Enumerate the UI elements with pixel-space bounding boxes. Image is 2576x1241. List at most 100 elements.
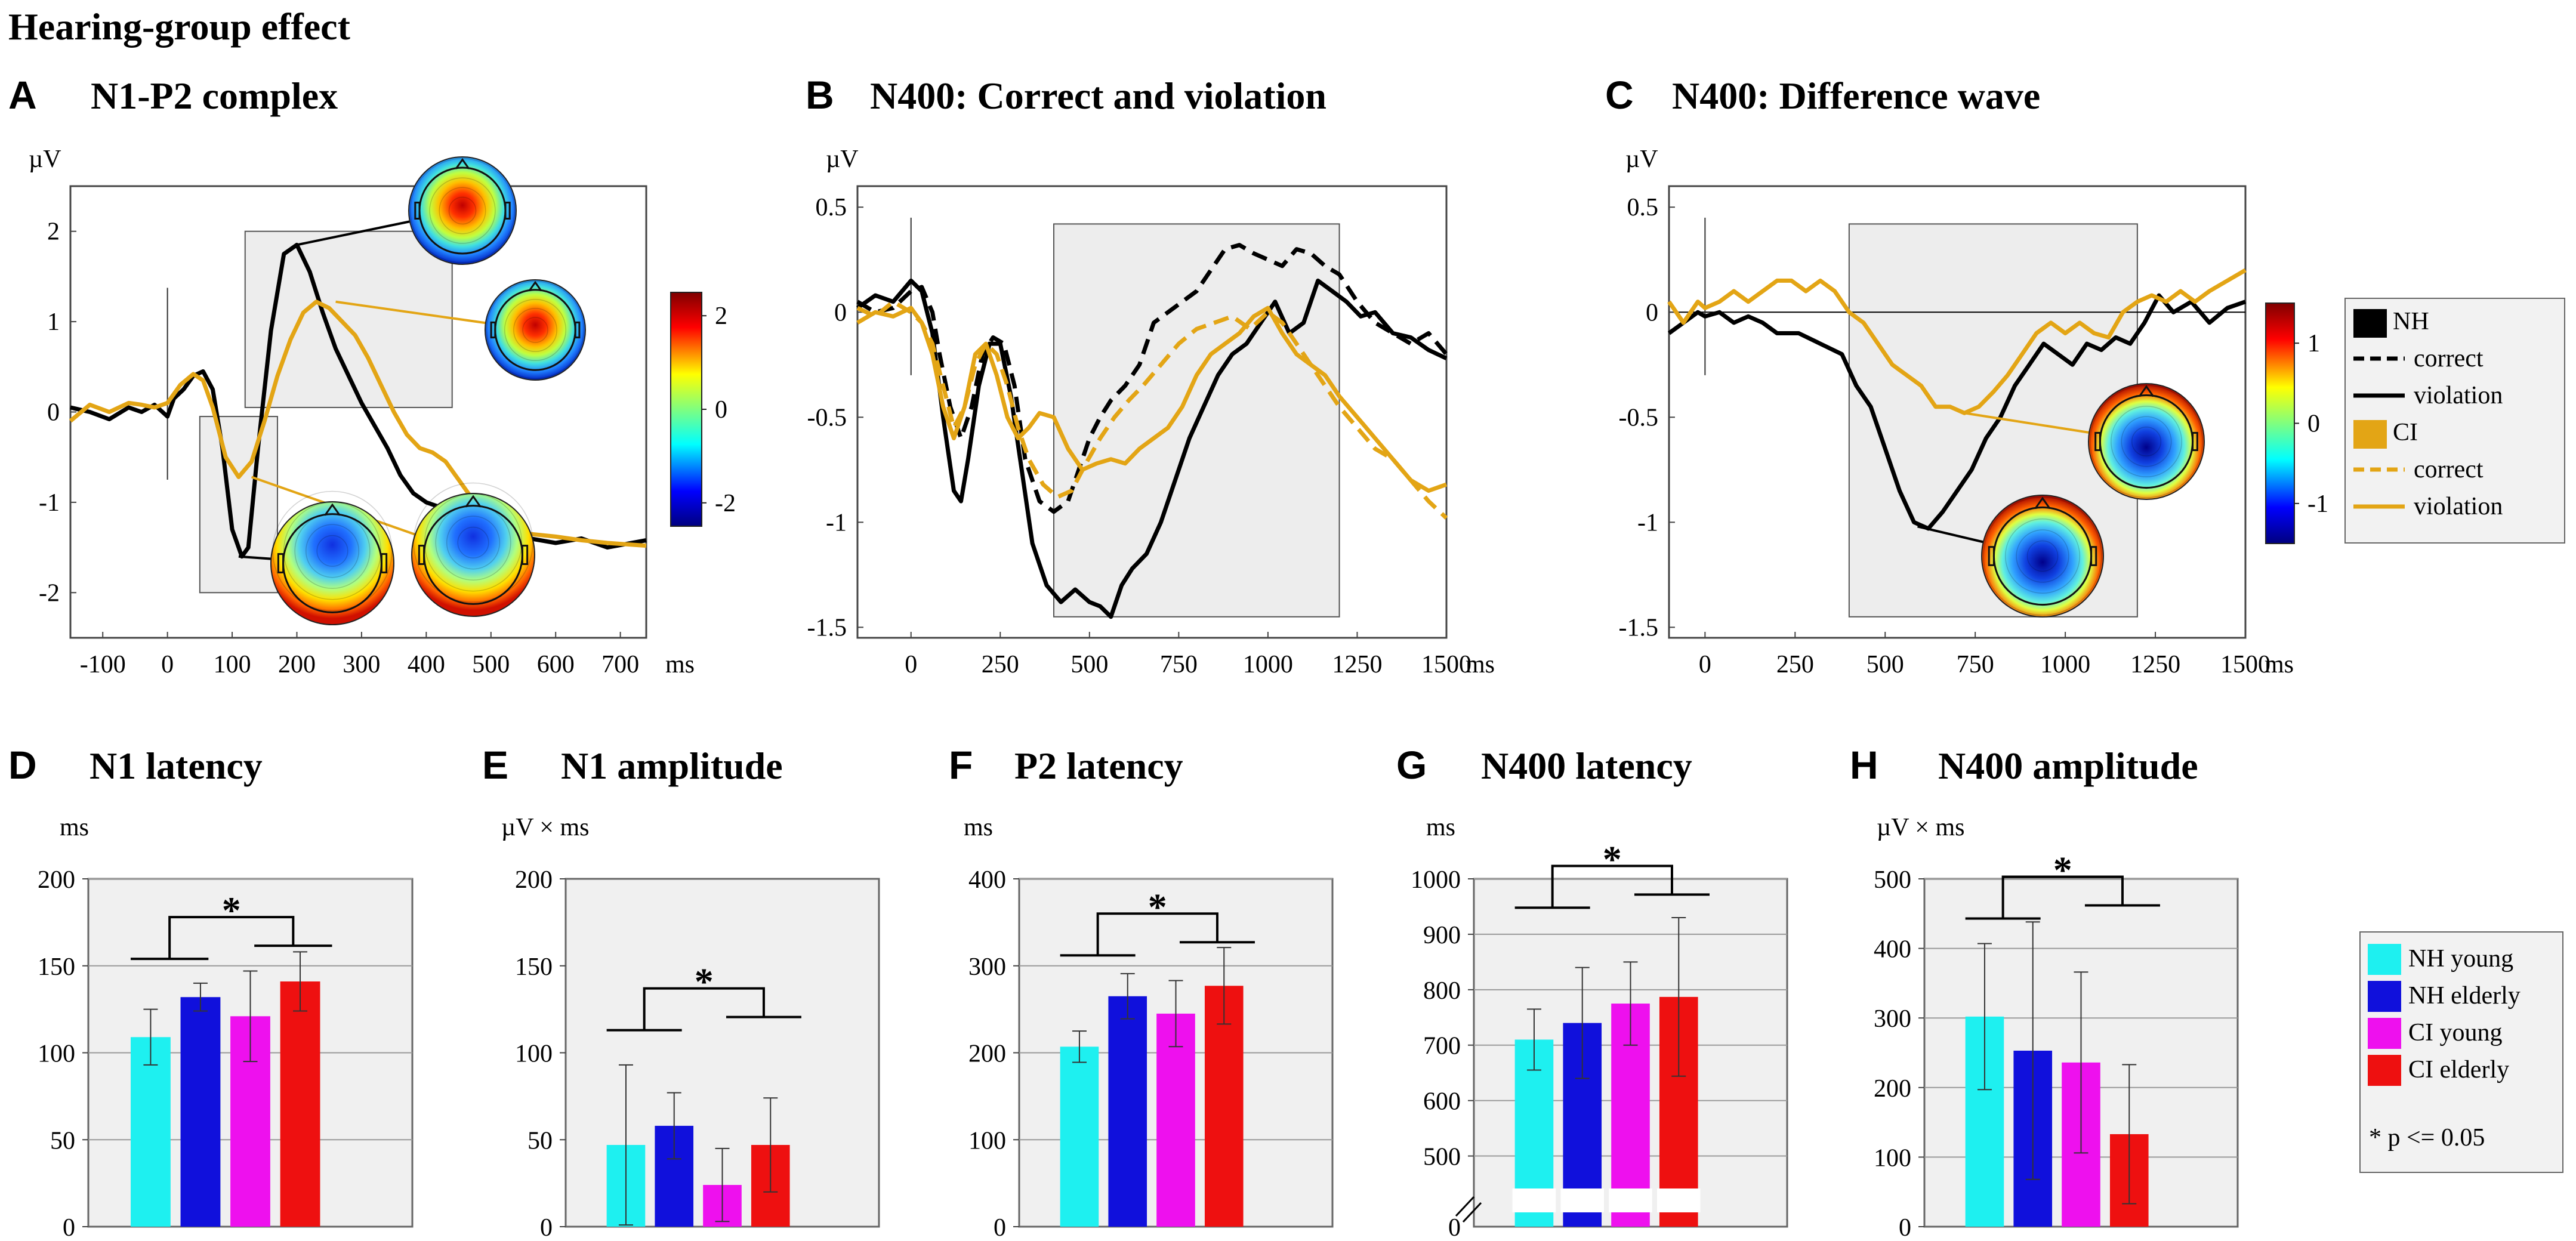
y-tick-label: -1.5: [1619, 614, 1659, 641]
y-tick-label: 200: [38, 866, 75, 894]
y-tick-label: -2: [39, 579, 60, 607]
error-bar: [2122, 1064, 2137, 1205]
panel-title: P2 latency: [1014, 745, 1183, 787]
y-tick-label: 200: [1874, 1075, 1911, 1103]
x-tick-label: 1250: [2130, 651, 2180, 678]
legend-item-label: CI young: [2408, 1019, 2503, 1046]
topoplot: [1981, 495, 2104, 618]
legend-item-label: correct: [2414, 345, 2484, 372]
error-bar: [618, 1064, 633, 1226]
y-tick-label: 0: [1448, 1214, 1461, 1241]
legend-group-label: CI: [2393, 419, 2418, 446]
topoplot: [411, 482, 535, 617]
legend-swatch: [2368, 944, 2401, 975]
topoplot: [270, 490, 394, 625]
significance-star: *: [695, 961, 714, 1003]
error-bar: [2074, 971, 2088, 1154]
legend-swatch: [2368, 1018, 2401, 1049]
significance-bracket: *: [1514, 838, 1710, 909]
legend-group-label: NH: [2393, 308, 2429, 335]
legend-swatch: [2368, 1055, 2401, 1086]
legend-item-label: NH young: [2408, 945, 2513, 973]
x-tick-label: 700: [601, 651, 639, 678]
colorbar-tick-label: 1: [2307, 330, 2320, 357]
y-tick-label: -1: [39, 489, 60, 517]
axis-break-gap: [1560, 1188, 1605, 1212]
axis-break-gap: [1512, 1188, 1556, 1212]
legend-swatch: [2368, 981, 2401, 1012]
y-tick-label: 500: [1423, 1144, 1461, 1171]
significance-star: *: [1148, 885, 1167, 928]
panel-label: G: [1396, 743, 1427, 787]
y-tick-label: -0.5: [1619, 404, 1659, 431]
x-tick-label: 0: [1699, 651, 1711, 678]
y-tick-label: 200: [968, 1041, 1006, 1068]
panel-h: H N400 amplitude µV × ms 0 100 200 300 400 500 *: [1850, 743, 2239, 1241]
series-line-ci: [1667, 268, 2247, 415]
error-bar: [293, 951, 308, 1012]
x-tick-label: 1500: [2220, 651, 2270, 678]
x-tick-label: 200: [278, 651, 316, 678]
x-tick-label: 0: [161, 651, 174, 678]
significance-bracket: *: [131, 889, 332, 961]
error-bar: [1623, 961, 1638, 1046]
bar-nh-young: [131, 1037, 171, 1227]
error-bar: [1072, 1030, 1087, 1063]
significance-star: *: [222, 889, 241, 931]
panel-title: N400 amplitude: [1938, 745, 2198, 787]
topoplot: [408, 156, 517, 265]
y-tick-label: 0: [540, 1214, 553, 1241]
y-tick-label: 0: [1646, 299, 1658, 326]
y-tick-label: 150: [515, 953, 553, 981]
colorbar-tick-label: -2: [715, 490, 736, 517]
panel-label: C: [1605, 73, 1634, 117]
x-tick-label: 750: [1160, 651, 1198, 678]
y-axis-unit: µV × ms: [1877, 814, 1964, 841]
y-tick-label: 1: [47, 308, 60, 336]
panel-title: N400: Correct and violation: [870, 75, 1326, 117]
panel-g: G N400 latency ms 500 600 700 800 900 1000 0 *: [1396, 743, 1788, 1241]
significance-bracket: *: [606, 961, 801, 1032]
y-tick-label: 2: [47, 218, 60, 246]
panel-title: N400 latency: [1481, 745, 1692, 787]
y-tick-label: -1: [1637, 509, 1658, 536]
x-axis-unit: ms: [1466, 651, 1495, 678]
bar-ci-elderly: [280, 981, 320, 1227]
y-tick-label: -1.5: [807, 614, 847, 641]
error-bar: [1217, 947, 1232, 1025]
x-tick-label: 400: [408, 651, 445, 678]
y-tick-label: 0.5: [816, 194, 847, 221]
error-bar: [2025, 921, 2040, 1180]
significance-star: *: [1603, 838, 1622, 880]
legend-item-label: correct: [2414, 456, 2484, 483]
x-tick-label: 100: [214, 651, 251, 678]
y-axis-unit: ms: [964, 814, 993, 841]
error-bar: [1526, 1008, 1541, 1071]
x-tick-label: 1000: [1243, 651, 1293, 678]
axis-break-mark: [1462, 1202, 1482, 1223]
y-tick-label: 0: [63, 1214, 75, 1241]
y-axis-unit: µV × ms: [501, 814, 589, 841]
topoplot: [2088, 383, 2205, 500]
error-bar: [193, 982, 208, 1012]
significance-bracket: *: [1060, 885, 1255, 957]
series-line-nh: [1667, 293, 2247, 531]
x-tick-label: 600: [537, 651, 575, 678]
legend-item-label: NH elderly: [2408, 982, 2521, 1010]
series-line-ci-correct: [856, 300, 1448, 520]
error-bar: [763, 1097, 778, 1193]
y-tick-label: 0.5: [1627, 194, 1659, 221]
y-axis-unit: µV: [826, 146, 859, 173]
y-tick-label: 300: [1874, 1005, 1911, 1033]
y-tick-label: 200: [515, 866, 553, 894]
panel-b: B N400: Correct and violation µV 0 250 500 750…: [806, 73, 1495, 678]
error-bar: [1977, 943, 1992, 1091]
error-bar: [1575, 967, 1590, 1079]
y-tick-label: 100: [515, 1041, 553, 1068]
y-tick-label: 600: [1423, 1088, 1461, 1116]
colorbar-tick-label: -1: [2307, 490, 2328, 518]
x-tick-label: 500: [1867, 651, 1904, 678]
y-tick-label: 50: [527, 1127, 553, 1154]
